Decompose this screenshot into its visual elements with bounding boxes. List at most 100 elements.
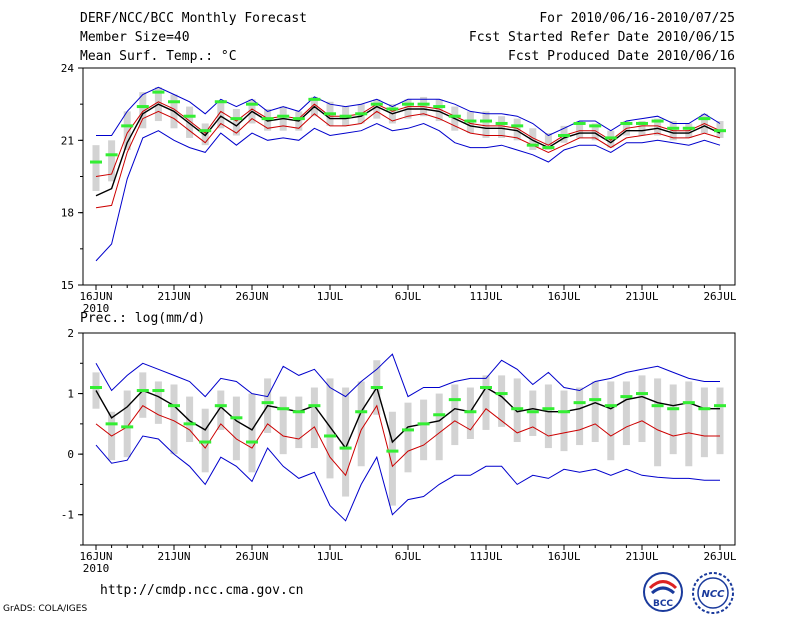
forecast-produced: Fcst Produced Date 2010/06/16 <box>508 49 735 64</box>
temp-series-max <box>96 86 721 137</box>
prec-median-marker <box>682 401 695 405</box>
temp-y-tick-label: 24 <box>61 62 75 75</box>
temp-median-marker <box>480 119 492 123</box>
temp-median-marker <box>433 105 446 109</box>
prec-quartile-box <box>404 402 412 473</box>
temp-series-min <box>95 122 721 262</box>
prec-median-marker <box>152 389 165 393</box>
temp-median-marker <box>136 105 149 109</box>
temp-quartile-box <box>482 111 490 138</box>
prec-median-marker <box>199 440 212 444</box>
prec-quartile-box <box>123 390 131 458</box>
prec-x-tick-label: 26JUL <box>703 550 736 563</box>
temp-x-tick-label: 21JUN <box>157 290 190 303</box>
temp-median-marker <box>355 112 368 116</box>
prec-series-min <box>95 435 720 522</box>
prec-x-tick-label: 6JUL <box>395 550 422 563</box>
prec-median-marker <box>714 404 726 408</box>
forecast-period: For 2010/06/16-2010/07/25 <box>539 11 735 26</box>
temperature-panel: 15 18 21 24 16JUN 21JUN 26JUN 1JUL 6JUL 11JUL 16JU… <box>61 62 737 315</box>
temp-median-marker <box>464 119 477 123</box>
temp-median-marker <box>682 126 695 130</box>
temp-x-tick-label: 6JUL <box>395 290 422 303</box>
prec-quartile-box <box>357 381 365 467</box>
prec-median-marker <box>589 398 602 402</box>
variable-label: Mean Surf. Temp.: °C <box>80 49 237 64</box>
prec-median-marker <box>433 413 446 417</box>
prec-quartile-box <box>310 387 318 449</box>
prec-median-marker <box>573 401 586 405</box>
prec-quartile-box <box>217 390 225 430</box>
temp-median-marker <box>214 100 227 104</box>
temp-median-marker <box>370 102 383 106</box>
temp-quartile-box <box>435 99 443 122</box>
prec-median-marker <box>386 449 399 453</box>
prec-series-max <box>95 353 720 398</box>
temp-quartile-box <box>92 145 100 191</box>
temp-quartile-box <box>529 128 537 150</box>
temp-y-tick-label: 21 <box>61 134 74 147</box>
prec-quartile-box <box>248 393 256 473</box>
temp-median-marker <box>448 114 461 118</box>
temp-series-upper <box>95 101 721 177</box>
prec-quartile-box <box>607 381 615 461</box>
temp-median-marker <box>261 117 274 121</box>
prec-median-marker <box>90 386 102 390</box>
ncc-logo-text: NCC <box>701 589 725 600</box>
temp-median-marker <box>558 134 570 138</box>
temp-median-marker <box>105 153 118 157</box>
prec-median-marker <box>339 446 352 450</box>
prec-quartile-box <box>186 396 194 443</box>
temp-median-marker <box>339 114 352 118</box>
bcc-logo-text: BCC <box>653 599 673 609</box>
prec-y-tick-label: 1 <box>67 388 74 401</box>
prec-x-tick-label: 1JUL <box>317 550 344 563</box>
prec-quartile-box <box>685 381 693 467</box>
temp-x-tick-label: 11JUL <box>469 290 502 303</box>
prec-median-marker <box>168 404 180 408</box>
prec-median-marker <box>667 407 680 411</box>
temp-median-marker <box>277 114 290 118</box>
prec-quartile-box <box>435 393 443 461</box>
prec-quartile-box <box>498 375 506 427</box>
prec-median-marker <box>651 404 664 408</box>
prec-median-marker <box>230 416 243 420</box>
temp-quartile-box <box>544 133 552 150</box>
prec-median-marker <box>558 410 570 414</box>
prec-quartile-box <box>388 411 396 506</box>
temp-median-marker <box>168 100 180 104</box>
prec-quartile-box <box>420 399 428 461</box>
temp-x-tick-label: 1JUL <box>317 290 344 303</box>
temp-median-marker <box>604 136 617 140</box>
prec-x-tick-label: 11JUL <box>469 550 502 563</box>
prec-median-marker <box>246 440 258 444</box>
prec-quartile-box <box>513 378 521 443</box>
prec-y-tick-label: 0 <box>67 448 74 461</box>
temp-median-marker <box>183 114 196 118</box>
temp-median-marker <box>90 160 102 164</box>
prec-median-marker <box>480 386 492 390</box>
temp-quartile-box <box>201 123 209 146</box>
source-url[interactable]: http://cmdp.ncc.cma.gov.cn <box>100 583 304 598</box>
prec-median-marker <box>636 392 648 396</box>
temp-median-marker <box>417 102 430 106</box>
temp-median-marker <box>667 126 680 130</box>
temp-median-marker <box>698 117 711 121</box>
prec-quartile-box <box>139 372 147 418</box>
temp-quartile-box <box>123 111 131 150</box>
temp-median-marker <box>402 102 414 106</box>
prec-x-tick-label: 16JUL <box>547 550 580 563</box>
temp-x-tick-label: 26JUL <box>703 290 736 303</box>
temp-quartile-box <box>591 123 599 141</box>
ncc-logo: NCC <box>692 572 734 614</box>
temp-median-marker <box>152 90 165 94</box>
temp-y-tick-label: 15 <box>61 279 74 292</box>
temp-median-marker <box>121 124 134 128</box>
prec-median-marker <box>402 428 414 432</box>
prec-median-marker <box>370 386 383 390</box>
prec-plot-frame <box>82 332 736 546</box>
prec-quartile-box <box>326 378 334 479</box>
prec-median-marker <box>136 389 149 393</box>
member-size: Member Size=40 <box>80 30 190 45</box>
